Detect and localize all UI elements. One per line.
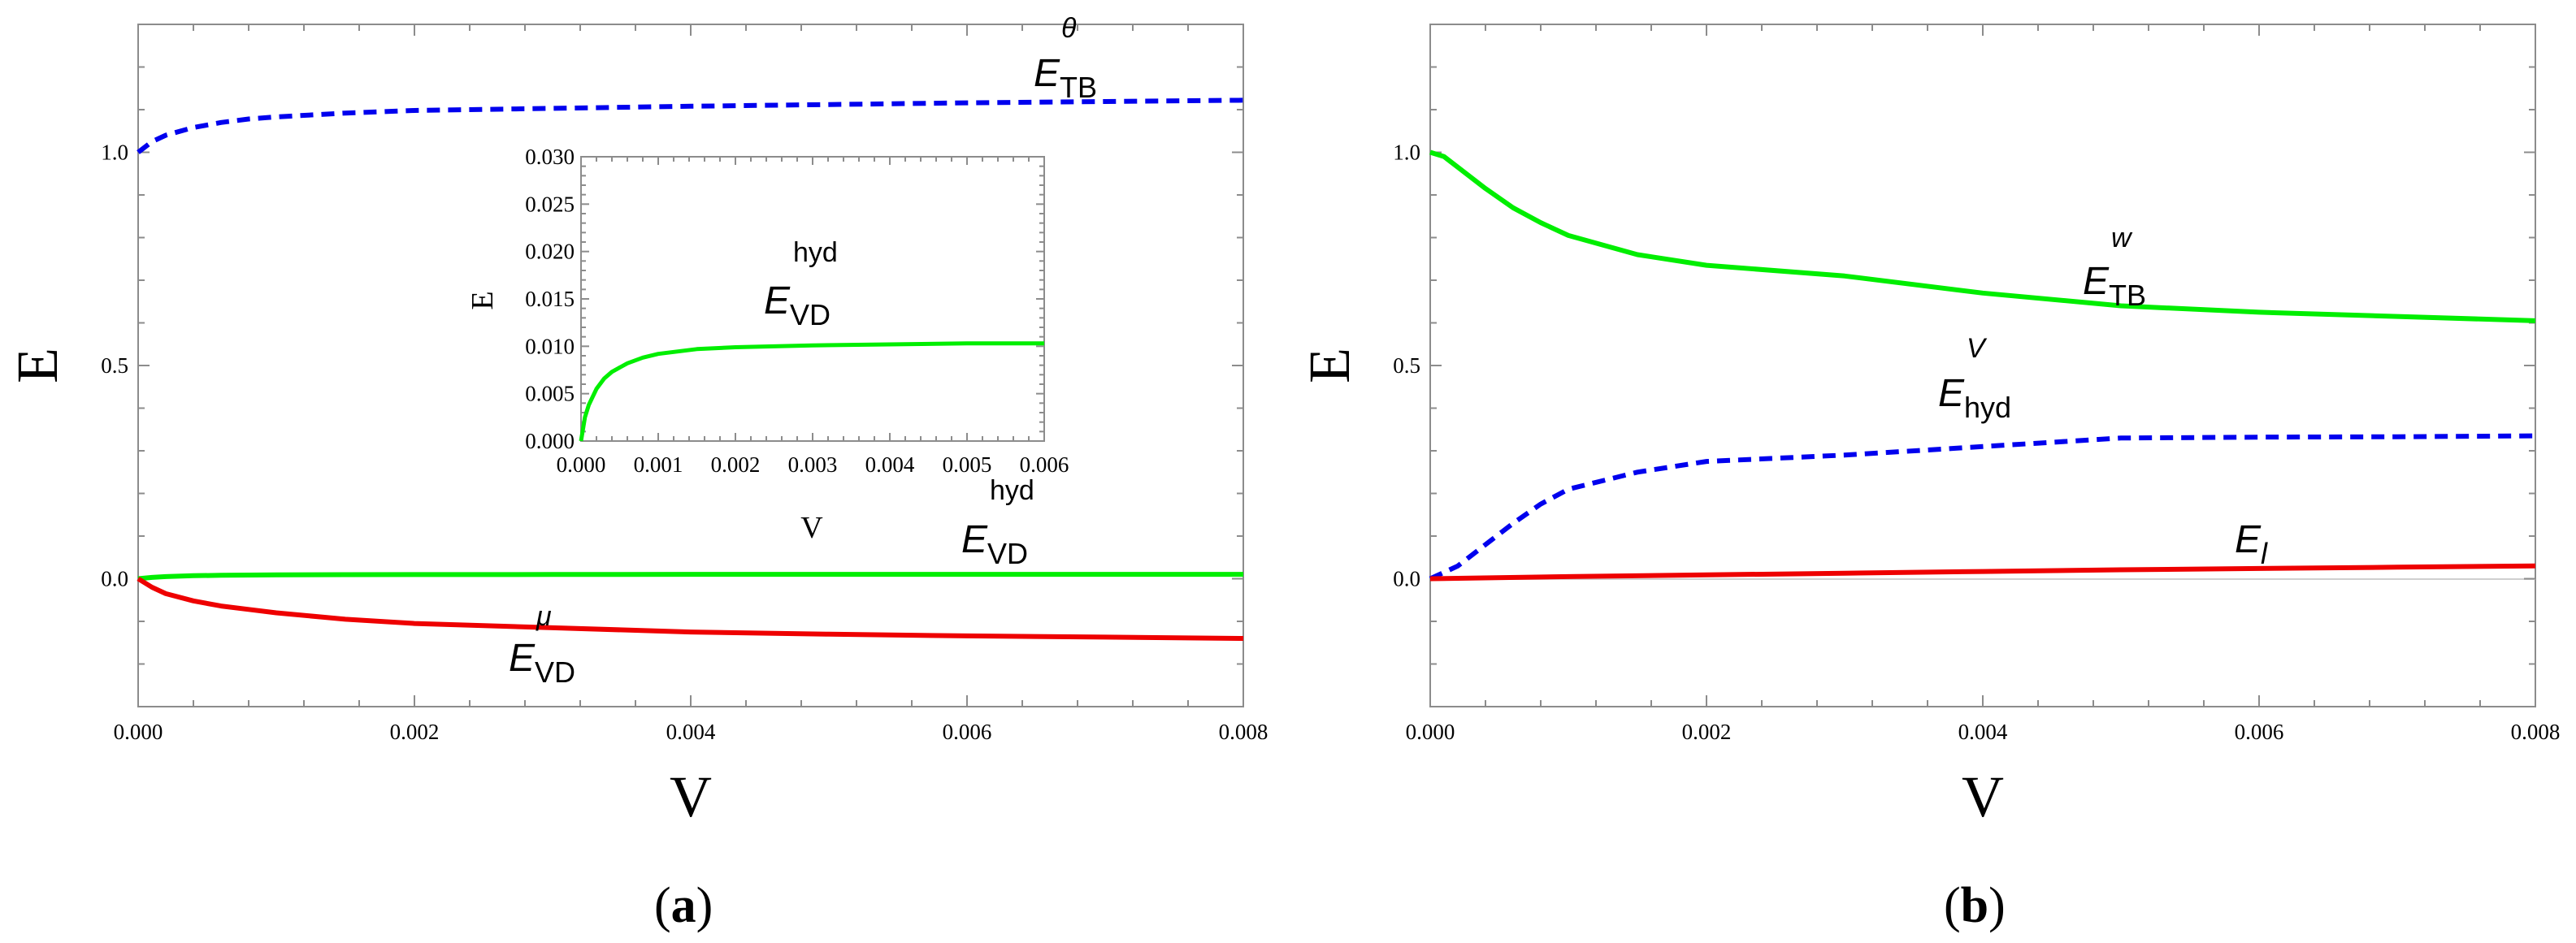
series-line-e-tb-w xyxy=(1429,149,2536,323)
x-tick-label: 0.000 xyxy=(1406,720,1455,744)
x-tick-label: 0.003 xyxy=(788,452,838,477)
panel-a-series xyxy=(137,97,1244,641)
annotation-e-tb-w: ETB xyxy=(2083,260,2146,312)
inset-y-axis-label: E xyxy=(466,291,500,309)
panel-b-ticks: 0.000 0.002 0.004 0.006 0.008 0.0 0.5 1.0 xyxy=(1393,24,2560,744)
panel-a-label: (a) xyxy=(654,878,713,933)
y-tick-label: 0.005 xyxy=(525,382,575,406)
inset-x-axis-label: V xyxy=(800,511,823,545)
y-tick-label: 0.000 xyxy=(525,429,575,453)
x-tick-label: 0.002 xyxy=(711,452,761,477)
x-tick-label: 0.001 xyxy=(634,452,683,477)
panel-b: 0.000 0.002 0.004 0.006 0.008 0.0 0.5 1.0 ETB w… xyxy=(1297,24,2560,933)
panel-a: 0.000 0.002 0.004 0.006 0.008 0.0 0.5 1.0 0.000… xyxy=(5,13,1268,933)
y-tick-label: 0.0 xyxy=(1393,567,1420,591)
annotation-e-vd-hyd: EVD xyxy=(961,518,1028,570)
series-line-e-l xyxy=(1429,563,2536,582)
x-tick-label: 0.002 xyxy=(390,720,440,744)
x-tick-label: 0.004 xyxy=(666,720,716,744)
annotation-e-l: El xyxy=(2235,518,2268,570)
y-tick-label: 0.5 xyxy=(1393,353,1420,378)
y-tick-label: 0.010 xyxy=(525,334,575,358)
annotation-e-tb-w-sup: w xyxy=(2111,223,2133,253)
annotation-e-vd-mu: EVD xyxy=(509,637,575,689)
x-tick-label: 0.000 xyxy=(114,720,163,744)
x-tick-label: 0.000 xyxy=(557,452,606,477)
x-tick-label: 0.008 xyxy=(1219,720,1268,744)
x-tick-label: 0.004 xyxy=(865,452,915,477)
y-tick-label: 0.030 xyxy=(525,145,575,169)
panel-a-y-axis-label: E xyxy=(5,348,70,383)
inset-series xyxy=(579,341,1044,442)
x-tick-label: 0.006 xyxy=(1020,452,1069,477)
annotation-inset-e-vd-hyd: EVD xyxy=(764,279,830,331)
y-tick-label: 0.020 xyxy=(525,240,575,264)
annotation-e-tb-theta-sup: θ xyxy=(1061,13,1077,44)
x-tick-label: 0.004 xyxy=(1958,720,2008,744)
y-tick-label: 0.025 xyxy=(525,192,575,216)
panel-b-label: (b) xyxy=(1944,878,2006,933)
inset-frame xyxy=(580,156,1045,442)
panel-b-series xyxy=(1429,149,2536,582)
series-line-e-hyd-v xyxy=(1429,433,2536,582)
series-line-e-vd-hyd xyxy=(137,572,1243,582)
y-tick-label: 0.0 xyxy=(101,567,128,591)
y-tick-label: 0.5 xyxy=(101,353,128,378)
inset-ticks: 0.000 0.001 0.002 0.003 0.004 0.005 0.006 0.000… xyxy=(525,145,1069,477)
x-tick-label: 0.002 xyxy=(1682,720,1732,744)
panel-b-frame xyxy=(1429,24,2536,707)
inset-chart: 0.000 0.001 0.002 0.003 0.004 0.005 0.006 0.000… xyxy=(466,145,1069,545)
panel-b-y-axis-label: E xyxy=(1297,348,1362,383)
annotation-e-vd-hyd-sup: hyd xyxy=(990,475,1034,506)
panel-b-x-axis-label: V xyxy=(1962,764,2004,829)
x-tick-label: 0.008 xyxy=(2511,720,2561,744)
panel-a-x-axis-label: V xyxy=(670,764,712,829)
series-line-e-tb- xyxy=(137,97,1244,154)
annotation-e-hyd-v-sup: V xyxy=(1967,333,1988,364)
y-tick-label: 0.015 xyxy=(525,287,575,311)
series-line-e-vd-hyd xyxy=(579,341,1044,442)
x-tick-label: 0.006 xyxy=(2235,720,2284,744)
x-tick-label: 0.006 xyxy=(943,720,992,744)
annotation-inset-e-vd-hyd-sup: hyd xyxy=(793,237,838,268)
y-tick-label: 1.0 xyxy=(1393,141,1420,165)
y-tick-label: 1.0 xyxy=(101,141,128,165)
panel-a-ticks: 0.000 0.002 0.004 0.006 0.008 0.0 0.5 1.0 xyxy=(101,24,1268,744)
annotation-e-tb-theta: ETB xyxy=(1034,52,1097,104)
series-line-e-vd- xyxy=(137,576,1244,641)
x-tick-label: 0.005 xyxy=(943,452,992,477)
annotation-e-hyd-v: Ehyd xyxy=(1938,372,2011,424)
annotation-e-vd-mu-sup: μ xyxy=(536,601,552,632)
